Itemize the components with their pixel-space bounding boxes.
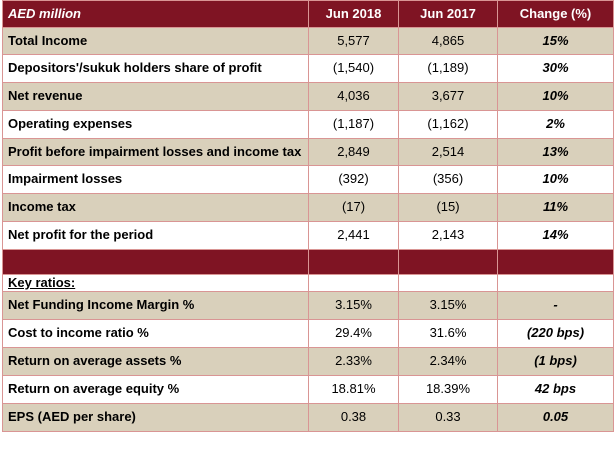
header-jun-2017: Jun 2017 bbox=[398, 0, 498, 28]
value-change: (220 bps) bbox=[497, 319, 614, 348]
row-label: Operating expenses bbox=[2, 110, 309, 139]
row-label: Income tax bbox=[2, 193, 309, 222]
row-label: Net Funding Income Margin % bbox=[2, 291, 309, 320]
value-change: 15% bbox=[497, 27, 614, 55]
value-jun-2017: 2.34% bbox=[398, 347, 498, 376]
value-change: 2% bbox=[497, 110, 614, 139]
value-change: 14% bbox=[497, 221, 614, 250]
value-jun-2018: (1,187) bbox=[308, 110, 399, 139]
table-row-net-revenue: Net revenue 4,036 3,677 10% bbox=[2, 82, 614, 111]
value-jun-2017: 2,514 bbox=[398, 138, 498, 166]
value-jun-2018: 2,441 bbox=[308, 221, 399, 250]
value-jun-2018: 29.4% bbox=[308, 319, 399, 348]
value-jun-2017: (15) bbox=[398, 193, 498, 222]
value-jun-2018: (1,540) bbox=[308, 54, 399, 83]
value-jun-2017: 3,677 bbox=[398, 82, 498, 111]
value-jun-2018: 0.38 bbox=[308, 403, 399, 432]
table-row-cost-to-income: Cost to income ratio % 29.4% 31.6% (220 … bbox=[2, 319, 614, 348]
row-label: Cost to income ratio % bbox=[2, 319, 309, 348]
value-jun-2017: 18.39% bbox=[398, 375, 498, 404]
table-row-depositors-share: Depositors'/sukuk holders share of profi… bbox=[2, 54, 614, 83]
key-ratios-heading-row: Key ratios: bbox=[2, 274, 614, 292]
row-label: Total Income bbox=[2, 27, 309, 55]
value-jun-2018: (17) bbox=[308, 193, 399, 222]
value-jun-2017: 4,865 bbox=[398, 27, 498, 55]
value-jun-2017: 0.33 bbox=[398, 403, 498, 432]
value-jun-2017: (1,162) bbox=[398, 110, 498, 139]
value-change: 0.05 bbox=[497, 403, 614, 432]
value-jun-2017: (356) bbox=[398, 165, 498, 194]
table-row-operating-expenses: Operating expenses (1,187) (1,162) 2% bbox=[2, 110, 614, 139]
table-row-return-on-assets: Return on average assets % 2.33% 2.34% (… bbox=[2, 347, 614, 376]
header-unit-label: AED million bbox=[2, 0, 309, 28]
table-row-net-profit: Net profit for the period 2,441 2,143 14… bbox=[2, 221, 614, 250]
empty-cell bbox=[308, 274, 399, 292]
value-jun-2018: 2.33% bbox=[308, 347, 399, 376]
table-row-return-on-equity: Return on average equity % 18.81% 18.39%… bbox=[2, 375, 614, 404]
value-jun-2017: 3.15% bbox=[398, 291, 498, 320]
row-label: Impairment losses bbox=[2, 165, 309, 194]
divider-cell bbox=[398, 249, 498, 275]
table-row-eps: EPS (AED per share) 0.38 0.33 0.05 bbox=[2, 403, 614, 432]
divider-cell bbox=[2, 249, 309, 275]
value-jun-2017: 2,143 bbox=[398, 221, 498, 250]
value-change: 10% bbox=[497, 165, 614, 194]
row-label: Return on average equity % bbox=[2, 375, 309, 404]
value-jun-2018: (392) bbox=[308, 165, 399, 194]
divider-cell bbox=[497, 249, 614, 275]
row-label: Net revenue bbox=[2, 82, 309, 111]
value-change: - bbox=[497, 291, 614, 320]
value-change: (1 bps) bbox=[497, 347, 614, 376]
table-row-income-tax: Income tax (17) (15) 11% bbox=[2, 193, 614, 222]
row-label: Return on average assets % bbox=[2, 347, 309, 376]
key-ratios-heading: Key ratios: bbox=[2, 274, 309, 292]
row-label: Profit before impairment losses and inco… bbox=[2, 138, 309, 166]
row-label: EPS (AED per share) bbox=[2, 403, 309, 432]
section-divider-row bbox=[2, 249, 614, 275]
value-jun-2018: 4,036 bbox=[308, 82, 399, 111]
value-change: 11% bbox=[497, 193, 614, 222]
value-change: 10% bbox=[497, 82, 614, 111]
table-row-total-income: Total Income 5,577 4,865 15% bbox=[2, 27, 614, 55]
header-change: Change (%) bbox=[497, 0, 614, 28]
empty-cell bbox=[398, 274, 498, 292]
value-change: 42 bps bbox=[497, 375, 614, 404]
value-change: 13% bbox=[497, 138, 614, 166]
value-jun-2018: 3.15% bbox=[308, 291, 399, 320]
divider-cell bbox=[308, 249, 399, 275]
row-label: Net profit for the period bbox=[2, 221, 309, 250]
value-jun-2017: (1,189) bbox=[398, 54, 498, 83]
header-row: AED million Jun 2018 Jun 2017 Change (%) bbox=[2, 0, 614, 28]
value-jun-2018: 2,849 bbox=[308, 138, 399, 166]
financial-summary-table: AED million Jun 2018 Jun 2017 Change (%)… bbox=[2, 0, 614, 432]
header-jun-2018: Jun 2018 bbox=[308, 0, 399, 28]
value-jun-2017: 31.6% bbox=[398, 319, 498, 348]
value-jun-2018: 5,577 bbox=[308, 27, 399, 55]
value-jun-2018: 18.81% bbox=[308, 375, 399, 404]
empty-cell bbox=[497, 274, 614, 292]
value-change: 30% bbox=[497, 54, 614, 83]
table-row-impairment-losses: Impairment losses (392) (356) 10% bbox=[2, 165, 614, 194]
table-row-profit-before-impairment: Profit before impairment losses and inco… bbox=[2, 138, 614, 166]
row-label: Depositors'/sukuk holders share of profi… bbox=[2, 54, 309, 83]
table-row-net-funding-income-margin: Net Funding Income Margin % 3.15% 3.15% … bbox=[2, 291, 614, 320]
